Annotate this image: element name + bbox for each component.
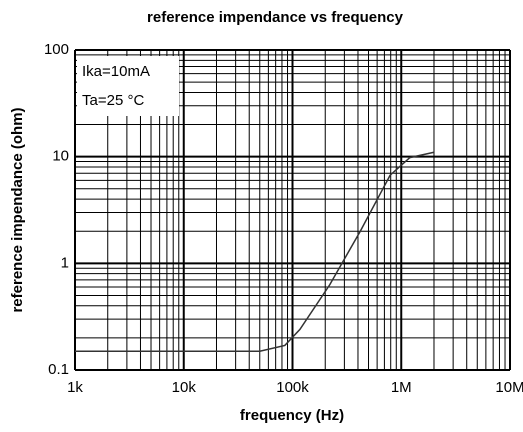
x-tick-label: 1M	[391, 379, 412, 396]
annotation: Ika=10mA	[82, 63, 150, 80]
chart-title: reference impendance vs frequency	[147, 9, 404, 26]
x-tick-label: 10k	[172, 379, 197, 396]
y-axis-label: reference impendance (ohm)	[9, 107, 26, 312]
y-tick-label: 1	[61, 254, 69, 271]
annotation-box	[77, 56, 179, 116]
x-tick-label: 1k	[67, 379, 83, 396]
y-tick-label: 10	[52, 148, 69, 165]
y-tick-label: 100	[44, 41, 69, 58]
y-tick-label: 0.1	[48, 361, 69, 378]
plot	[75, 151, 435, 352]
line	[75, 151, 435, 352]
annotation: Ta=25 °C	[82, 92, 144, 109]
x-tick-label: 100k	[276, 379, 309, 396]
x-tick-label: 10M	[495, 379, 523, 396]
x-axis-label: frequency (Hz)	[240, 407, 344, 424]
